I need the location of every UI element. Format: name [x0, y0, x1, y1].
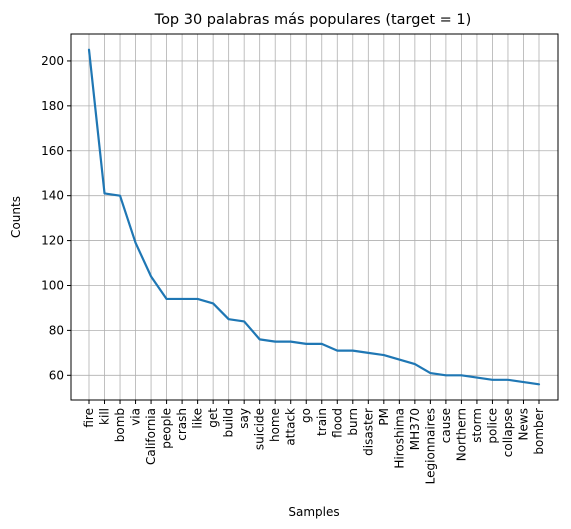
x-tick-label: Hiroshima	[392, 408, 406, 469]
x-tick-label: Northern	[454, 408, 468, 461]
x-axis: fire kill bomb via California people crash like…	[82, 400, 546, 484]
x-tick-label: PM	[377, 408, 391, 426]
x-tick-label: kill	[98, 408, 112, 425]
series-layer	[87, 48, 541, 386]
series-line	[87, 48, 541, 386]
x-tick-label: bomb	[113, 408, 127, 442]
x-tick-label: home	[268, 408, 282, 442]
x-tick-label: storm	[470, 408, 484, 443]
x-tick-label: suicide	[253, 408, 267, 450]
x-tick-label: say	[237, 408, 251, 429]
chart-title: Top 30 palabras más populares (target = …	[154, 12, 472, 28]
x-tick-label: MH370	[408, 408, 422, 450]
x-tick-label: News	[516, 408, 530, 440]
x-tick-label: get	[206, 408, 220, 428]
x-tick-label: burn	[346, 408, 360, 436]
x-tick-label: cause	[439, 408, 453, 443]
x-tick-label: build	[222, 408, 236, 438]
y-tick-label: 140	[41, 189, 64, 203]
grid	[71, 34, 558, 400]
x-tick-label: go	[299, 408, 313, 423]
y-tick-label: 180	[41, 99, 64, 113]
plot-frame	[70, 33, 559, 401]
x-tick-label: via	[129, 408, 143, 426]
x-tick-label: crash	[175, 408, 189, 441]
y-tick-label: 100	[41, 278, 64, 292]
y-tick-label: 160	[41, 144, 64, 158]
y-axis-label: Counts	[9, 196, 23, 238]
x-tick-label: people	[160, 408, 174, 449]
x-axis-label: Samples	[288, 505, 339, 519]
x-tick-label: bomber	[532, 408, 546, 455]
x-tick-label: Legionnaires	[423, 408, 437, 484]
y-tick-label: 200	[41, 54, 64, 68]
y-tick-label: 60	[49, 368, 64, 382]
x-tick-label: train	[315, 408, 329, 436]
x-tick-label: disaster	[361, 408, 375, 456]
x-tick-label: fire	[82, 408, 96, 428]
y-tick-label: 80	[49, 323, 64, 337]
y-axis: 60 80 100 120 140 160 180 200	[41, 54, 71, 382]
x-tick-label: California	[144, 408, 158, 465]
y-tick-label: 120	[41, 234, 64, 248]
x-tick-label: flood	[330, 408, 344, 438]
x-tick-label: collapse	[501, 408, 515, 457]
x-tick-label: like	[191, 408, 205, 429]
x-tick-label: police	[485, 408, 499, 444]
x-tick-label: attack	[284, 408, 298, 446]
